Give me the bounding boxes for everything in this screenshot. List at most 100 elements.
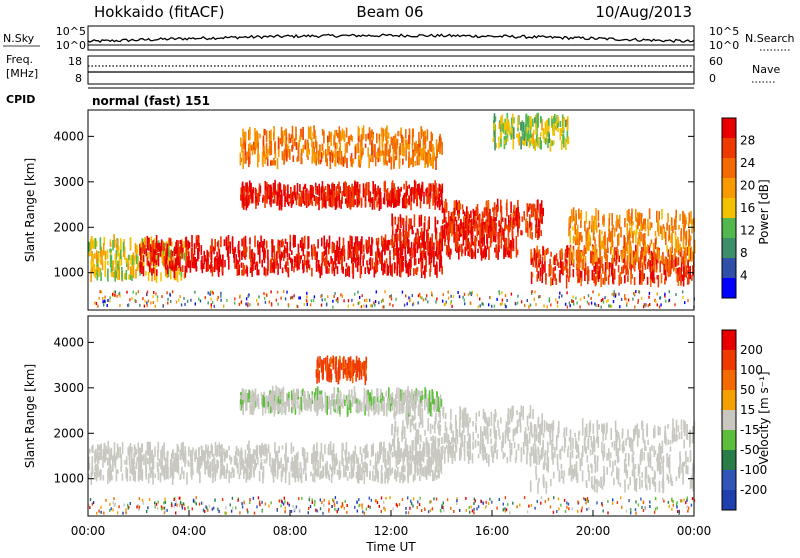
data-cell: [363, 253, 365, 259]
data-cell: [130, 255, 132, 262]
ground-scatter-cell: [567, 306, 568, 309]
data-cell: [212, 473, 214, 483]
data-cell: [402, 145, 404, 156]
data-cell: [95, 238, 97, 249]
data-cell: [458, 234, 460, 239]
data-cell: [674, 220, 676, 230]
data-cell: [408, 195, 410, 205]
data-cell: [93, 241, 95, 249]
ground-scatter-cell: [450, 295, 451, 298]
data-cell: [385, 448, 387, 458]
data-cell: [594, 249, 596, 262]
data-cell: [425, 152, 427, 165]
ground-scatter-cell: [502, 299, 503, 302]
data-cell: [643, 219, 645, 230]
data-cell: [379, 134, 381, 140]
data-cell: [274, 182, 276, 194]
ground-scatter-cell: [119, 304, 120, 307]
data-cell: [185, 237, 187, 248]
data-cell: [304, 255, 306, 266]
ground-scatter-cell: [248, 295, 249, 298]
data-cell: [100, 237, 102, 250]
data-cell: [239, 250, 241, 262]
data-cell: [585, 256, 587, 262]
ground-scatter-cell: [575, 297, 576, 300]
ground-scatter-cell: [152, 295, 153, 298]
data-cell: [90, 270, 92, 282]
ground-scatter-cell: [178, 299, 179, 302]
ground-scatter-cell: [608, 304, 609, 307]
ground-scatter-cell: [102, 297, 103, 300]
data-cell: [384, 264, 386, 268]
data-cell: [401, 466, 403, 476]
data-cell: [508, 251, 510, 258]
ground-scatter-cell: [167, 298, 168, 301]
data-cell: [337, 133, 339, 138]
data-cell: [342, 129, 344, 140]
ground-scatter-cell: [245, 303, 246, 306]
ground-scatter-cell: [369, 299, 370, 302]
data-cell: [107, 261, 109, 266]
data-cell: [665, 270, 667, 281]
ground-scatter-cell: [674, 303, 675, 306]
data-cell: [537, 447, 539, 455]
ground-scatter-cell: [170, 300, 171, 303]
colorbar-tick-label: 16: [740, 201, 755, 215]
data-cell: [421, 464, 423, 472]
data-cell: [677, 268, 679, 273]
data-cell: [282, 445, 284, 449]
data-cell: [128, 255, 130, 260]
data-cell: [98, 253, 100, 263]
data-cell: [338, 135, 340, 142]
data-cell: [131, 453, 133, 465]
ground-scatter-cell: [269, 301, 270, 304]
data-cell: [558, 262, 560, 268]
data-cell: [418, 434, 420, 444]
frequency-panel-frame: [88, 56, 694, 84]
data-cell: [370, 158, 372, 162]
data-cell: [453, 208, 455, 216]
data-cell: [467, 211, 469, 219]
data-cell: [371, 198, 373, 203]
data-cell: [270, 161, 272, 166]
data-cell: [353, 451, 355, 464]
data-cell: [394, 187, 396, 198]
data-cell: [391, 188, 393, 198]
data-cell: [138, 455, 140, 465]
data-cell: [128, 264, 130, 270]
colorbar-segment: [722, 258, 736, 278]
data-cell: [471, 227, 473, 232]
data-cell: [468, 238, 470, 243]
data-cell: [291, 442, 293, 454]
ground-scatter-cell: [285, 297, 286, 300]
ground-scatter-cell: [208, 291, 209, 294]
data-cell: [440, 244, 442, 250]
data-cell: [523, 442, 525, 450]
data-cell: [436, 139, 438, 149]
data-cell: [322, 144, 324, 151]
data-cell: [357, 143, 359, 153]
data-cell: [305, 191, 307, 205]
ground-scatter-cell: [109, 300, 110, 303]
data-cell: [532, 409, 534, 419]
ground-scatter-cell: [423, 298, 424, 301]
ground-scatter-cell: [266, 294, 267, 297]
data-cell: [534, 117, 536, 123]
data-cell: [183, 451, 185, 457]
data-cell: [429, 196, 431, 209]
data-cell: [312, 474, 314, 482]
data-cell: [511, 220, 513, 228]
data-cell: [640, 224, 642, 230]
data-cell: [410, 218, 412, 229]
data-cell: [294, 455, 296, 464]
data-cell: [350, 135, 352, 141]
ground-scatter-cell: [359, 296, 360, 299]
data-cell: [389, 456, 391, 461]
ground-scatter-cell: [590, 297, 591, 300]
data-cell: [229, 242, 231, 254]
data-cell: [211, 251, 213, 263]
data-cell: [464, 247, 466, 256]
data-cell: [418, 258, 420, 264]
data-cell: [607, 238, 609, 252]
